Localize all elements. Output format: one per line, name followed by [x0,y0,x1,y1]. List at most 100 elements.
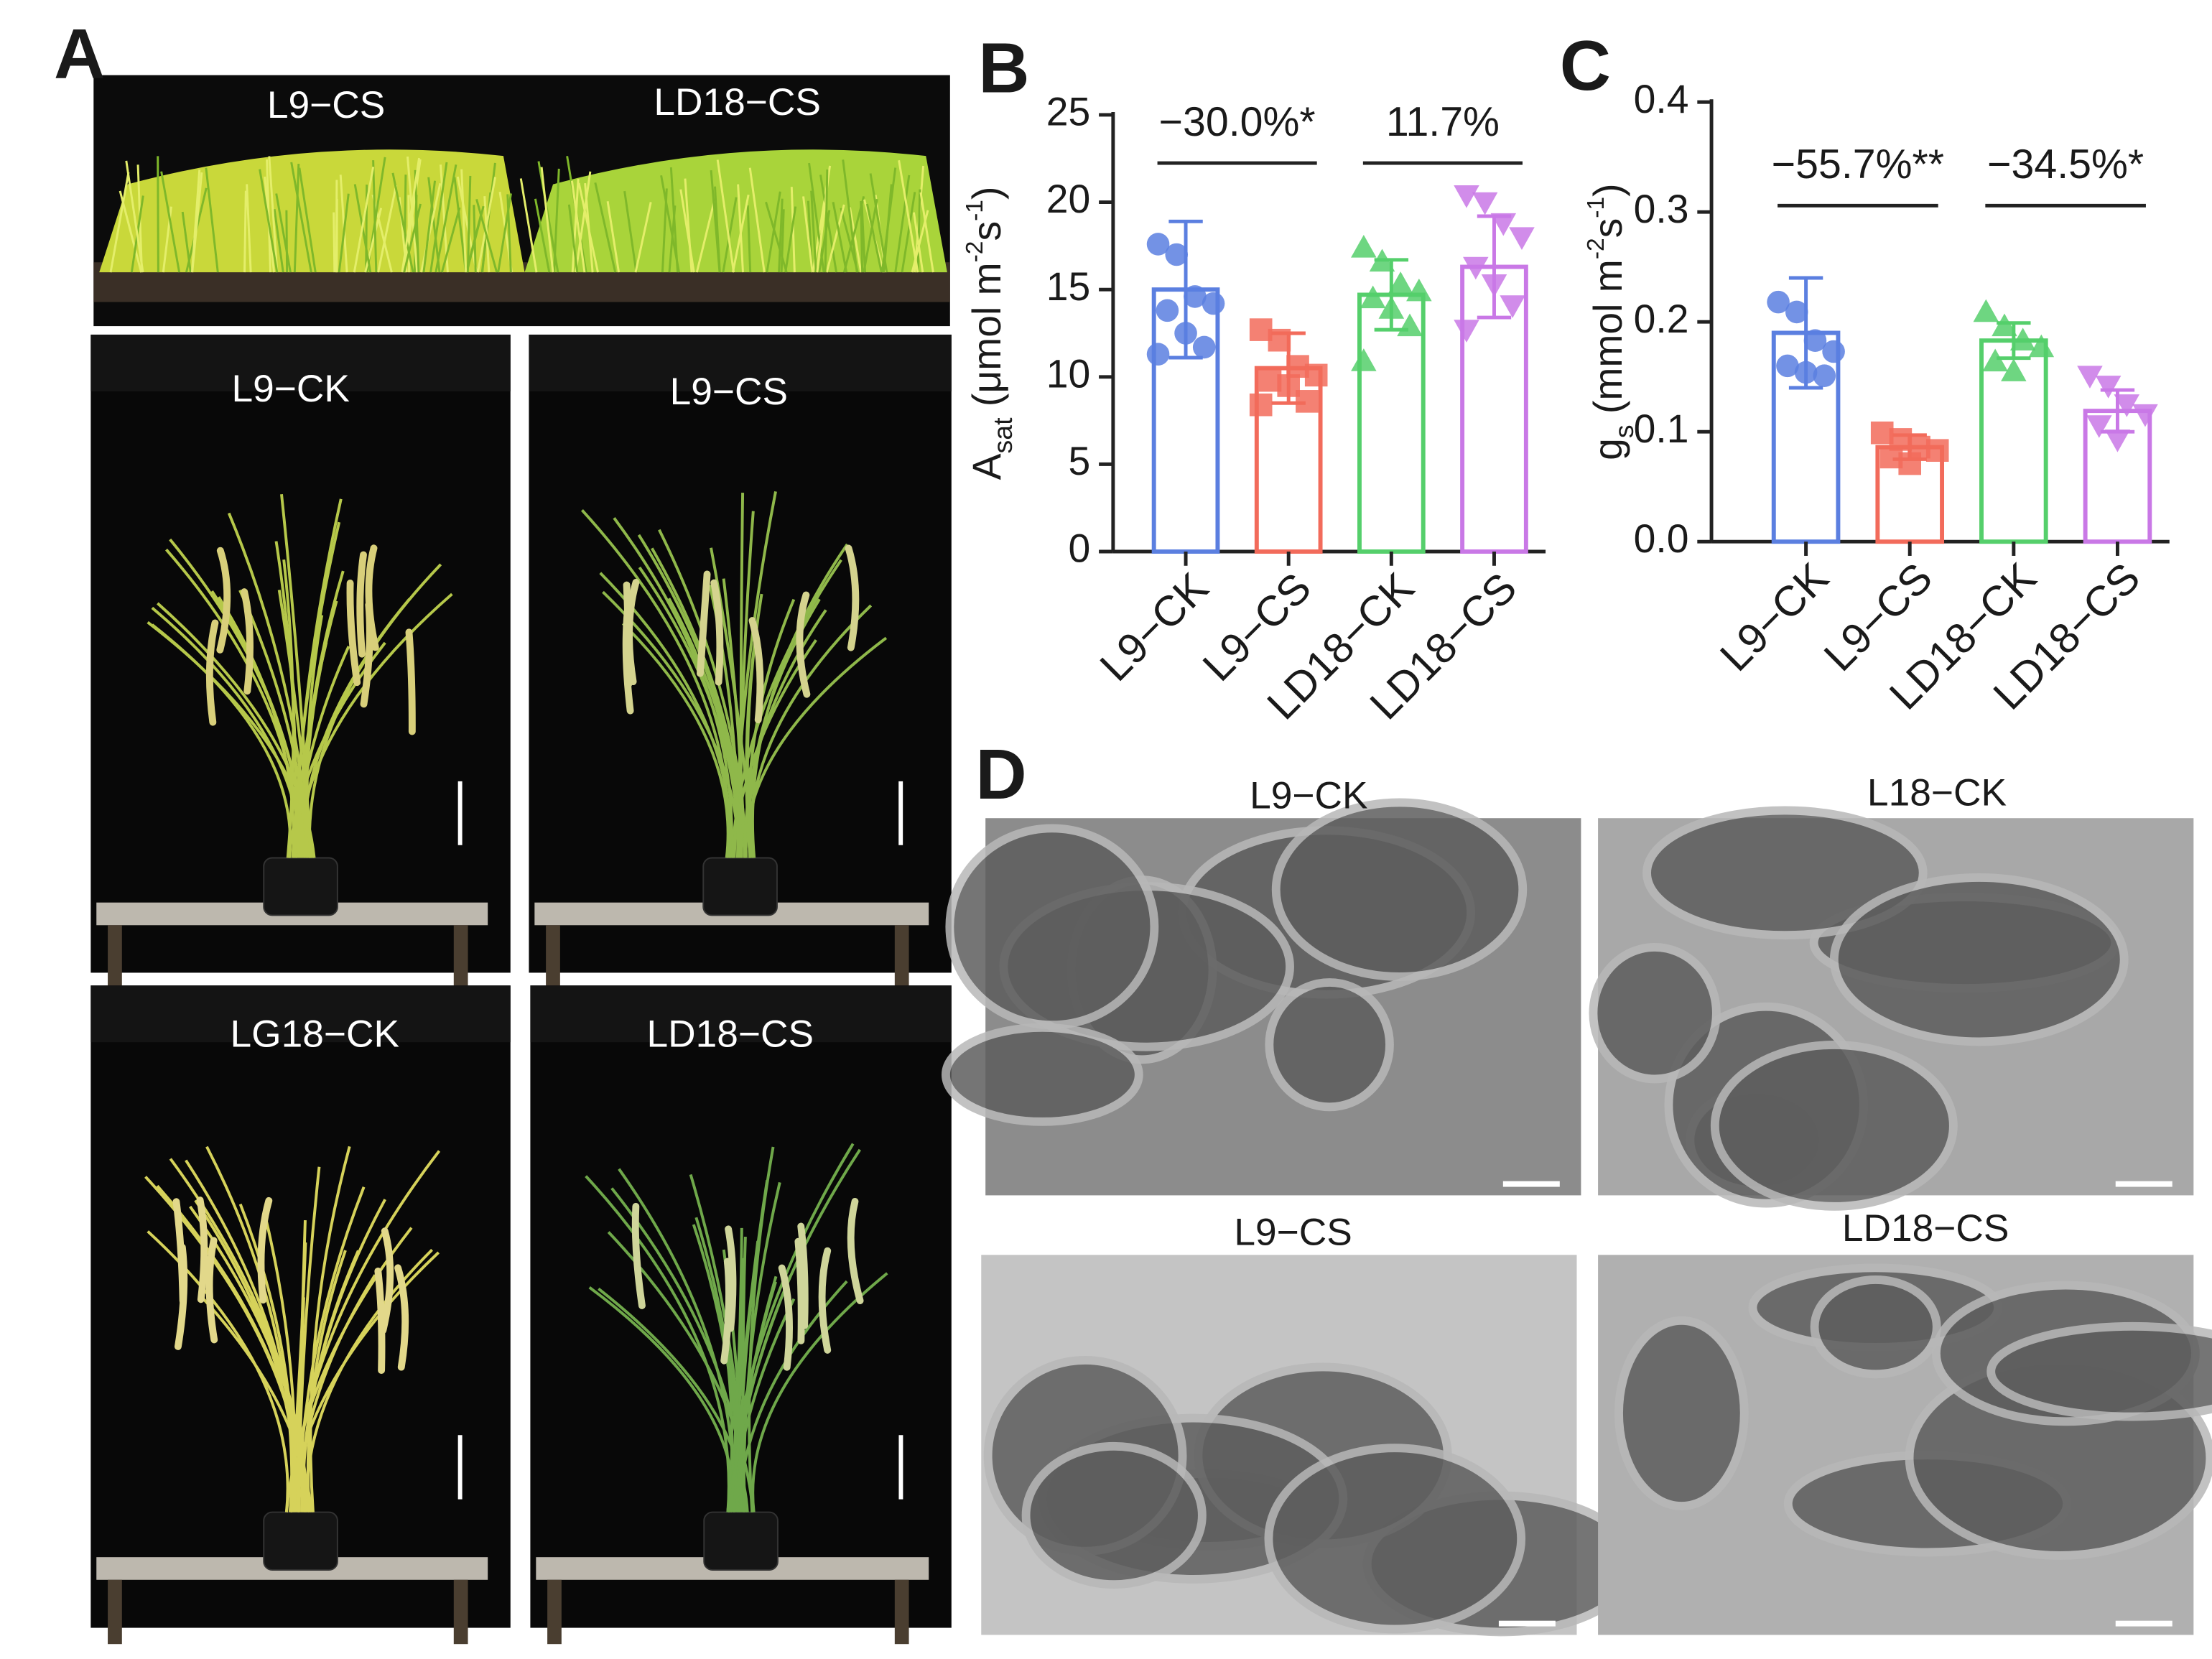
pot [703,1511,779,1571]
leaf [894,175,911,273]
pot [263,857,338,916]
stem [607,1231,755,1512]
data-point [2086,415,2112,438]
leaf [456,176,478,273]
data-point [2077,366,2103,389]
stem [296,592,453,858]
data-point [1296,390,1319,413]
leaf [466,175,472,273]
data-point [1794,361,1818,384]
y-tick-label: 25 [1046,90,1090,134]
chloroplast [1829,873,2129,1046]
chloroplast [945,824,1159,1030]
chloroplast [941,1023,1143,1126]
leaf [353,167,375,273]
leaf [333,212,336,273]
stem [296,1274,377,1512]
y-axis-label-part: ) [965,187,1009,200]
pot [263,1511,338,1571]
leaf [731,194,750,273]
curtain [90,985,511,1043]
panicle [205,619,219,726]
leaf [268,156,279,273]
annotation: −34.5%* [1987,141,2144,187]
annotation: 11.7% [1386,99,1500,145]
photos [90,75,2212,1645]
stem [711,1277,734,1512]
leaf [898,160,919,273]
leaf [403,203,422,273]
panicle [379,1227,394,1334]
leaf [497,193,512,273]
panicle [405,628,416,735]
stem [287,641,386,858]
panel-label: C [1560,26,1611,105]
panel-label: D [975,735,1026,814]
panicle [216,547,231,654]
leaf [453,177,468,273]
y-tick-label: 0.0 [1634,516,1689,561]
stem [296,1219,307,1512]
leaf [298,167,317,273]
leaf [109,172,130,273]
leaf [259,169,279,273]
leaf [427,177,441,273]
data-point [1165,243,1189,266]
photo-label: LD18−CS [654,81,821,124]
leaf [695,200,715,273]
leaf [802,196,814,273]
leaf [422,180,437,273]
leaf [125,160,144,273]
data-point [2001,358,2027,381]
leaf [275,193,292,273]
stem [742,1181,781,1512]
data-point [1490,213,1517,236]
leaf [684,178,693,273]
photo-label: LG18−CK [231,1013,400,1055]
leaf [722,197,738,273]
pot [702,857,778,916]
panel-label: A [54,14,105,93]
data-point [2009,327,2036,351]
data-point [1351,235,1377,258]
data-point [1813,364,1836,387]
leaf [790,187,796,273]
data-point [1378,296,1405,319]
data-point [1776,354,1799,378]
leaf [372,160,378,273]
chloroplast [1614,1316,1749,1510]
leaf [594,182,617,273]
leaf [338,193,350,273]
y-tick-label: 0 [1069,526,1091,571]
leaf [679,189,695,273]
panicle [845,544,860,651]
stem [306,1250,347,1512]
y-tick-label: 15 [1046,264,1090,309]
data-point [1472,192,1498,215]
leaf [273,208,284,273]
leaf [880,167,897,273]
leaf [748,167,766,273]
panicle [172,1198,187,1305]
panicle [346,580,361,687]
leaf [780,209,785,273]
chloroplast [1264,1444,1526,1634]
y-tick-label: 0.3 [1634,187,1689,231]
data-point [2132,404,2158,427]
leaf [765,201,788,273]
data-point [1146,233,1170,256]
leaf [577,182,599,273]
data-point [1184,285,1207,308]
leaf [420,182,442,273]
leaf [160,171,181,273]
leaf [623,190,638,273]
leaf [440,207,461,273]
y-tick-label: 0.4 [1634,77,1689,121]
panel-label: B [978,29,1029,108]
panicle [697,570,711,677]
y-axis-label-part: s [1609,424,1639,438]
leaf [860,205,866,273]
bar [1357,292,1426,554]
leaf [460,169,468,273]
